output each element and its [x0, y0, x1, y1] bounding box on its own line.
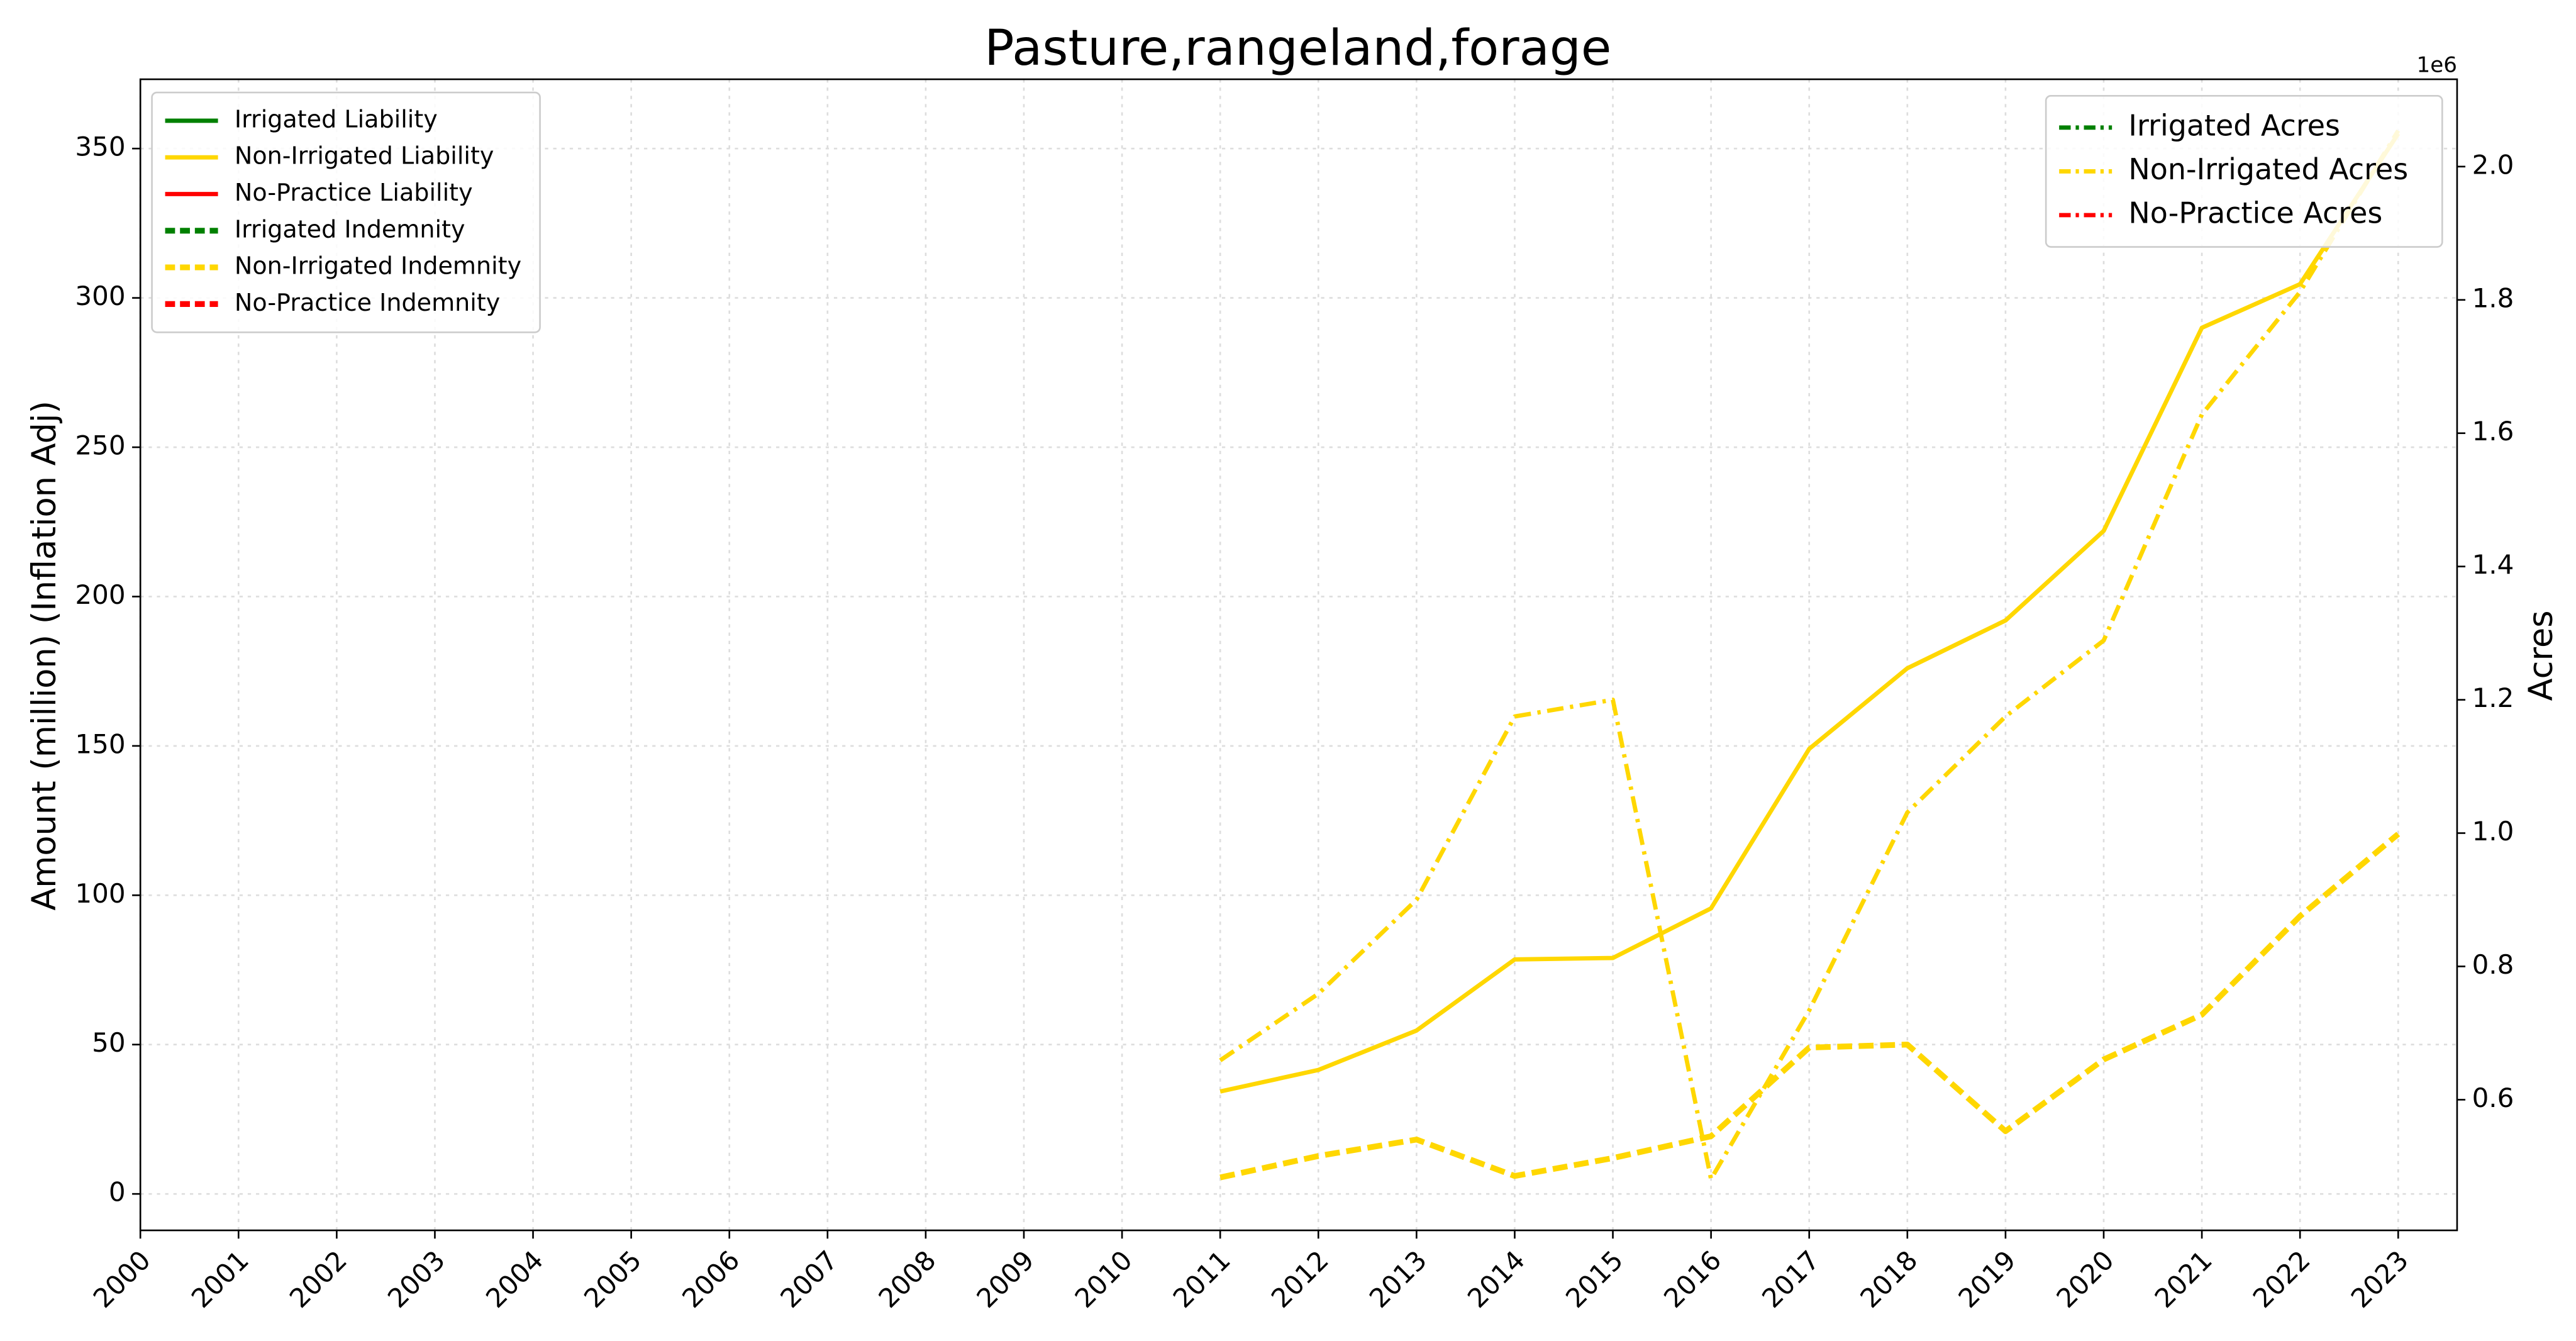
x-tick-label: 2015: [1560, 1245, 1629, 1314]
x-tick-label: 2013: [1363, 1245, 1433, 1314]
plot-frame: [139, 78, 2458, 1232]
legend-box: [2045, 94, 2443, 248]
legend-label: Non-Irrigated Indemnity: [235, 252, 521, 280]
y2-tick-label: 1.0: [2472, 816, 2514, 847]
x-tick-label: 2021: [2149, 1245, 2218, 1314]
x-tick-label: 2023: [2345, 1245, 2414, 1314]
y-tick-label: 300: [75, 281, 125, 311]
x-tick-label: 2003: [382, 1245, 451, 1314]
x-tick-label: 2020: [2050, 1245, 2119, 1314]
chart-title: Pasture,rangeland,forage: [984, 19, 1611, 77]
series-line: [1219, 132, 2401, 1094]
y-tick-label: 100: [75, 878, 125, 909]
y2-axis-label: Acres: [2522, 610, 2560, 701]
x-tick-label: 2012: [1265, 1245, 1335, 1314]
legend-box: [151, 91, 541, 333]
y-tick-label: 150: [75, 728, 125, 759]
x-tick-label: 2014: [1462, 1245, 1531, 1314]
legend-label: No-Practice Liability: [235, 179, 473, 206]
legend: Irrigated Acres Non-Irrigated Acres No-Pra…: [2045, 94, 2443, 248]
y2-tick-label: 0.6: [2472, 1082, 2514, 1113]
legend-label: Irrigated Liability: [235, 105, 438, 133]
y-tick-label: 350: [75, 131, 125, 162]
y-tick-label: 0: [109, 1177, 126, 1208]
y2-tick-label: 0.8: [2472, 949, 2514, 980]
x-tick-label: 2007: [774, 1245, 843, 1314]
legend-label: Irrigated Acres: [2128, 108, 2340, 142]
x-tick-label: 2006: [676, 1245, 745, 1314]
x-tick-label: 2008: [872, 1245, 941, 1314]
series-line: [1219, 129, 2401, 1181]
y2-tick-label: 1.6: [2472, 416, 2514, 447]
legend-label: No-Practice Indemnity: [235, 289, 500, 316]
y-tick-label: 50: [92, 1027, 125, 1058]
y2-tick-label: 1.8: [2472, 282, 2514, 313]
y2-tick-label: 1.4: [2472, 549, 2514, 580]
x-tick-label: 2009: [970, 1245, 1040, 1314]
legend-label: Non-Irrigated Liability: [235, 142, 494, 170]
y-tick-label: 250: [75, 430, 125, 461]
x-tick-label: 2019: [1952, 1245, 2021, 1314]
y2-offset-label: 1e6: [2417, 53, 2457, 78]
x-tick-label: 2011: [1167, 1245, 1236, 1314]
legend-label: No-Practice Acres: [2128, 196, 2382, 230]
y2-tick-label: 1.2: [2472, 682, 2514, 713]
legend-label: Irrigated Indemnity: [235, 215, 465, 243]
x-tick-label: 2016: [1658, 1245, 1727, 1314]
y2-tick-label: 2.0: [2472, 149, 2514, 180]
legend-label: Non-Irrigated Acres: [2128, 152, 2408, 186]
x-tick-label: 2010: [1069, 1245, 1138, 1314]
x-tick-label: 2005: [578, 1245, 647, 1314]
x-tick-label: 2004: [480, 1245, 549, 1314]
legend: Irrigated Liability Non-Irrigated Liabili…: [151, 91, 541, 333]
series-line: [1219, 832, 2401, 1181]
x-tick-label: 2018: [1854, 1245, 1923, 1314]
y-axis-label: Amount (million) (Inflation Adj): [25, 401, 64, 911]
x-tick-label: 2022: [2247, 1245, 2316, 1314]
x-tick-label: 2017: [1756, 1245, 1825, 1314]
y-tick-label: 200: [75, 579, 125, 610]
x-tick-label: 2001: [186, 1245, 255, 1314]
x-tick-label: 2002: [284, 1245, 353, 1314]
x-tick-label: 2000: [87, 1245, 157, 1314]
